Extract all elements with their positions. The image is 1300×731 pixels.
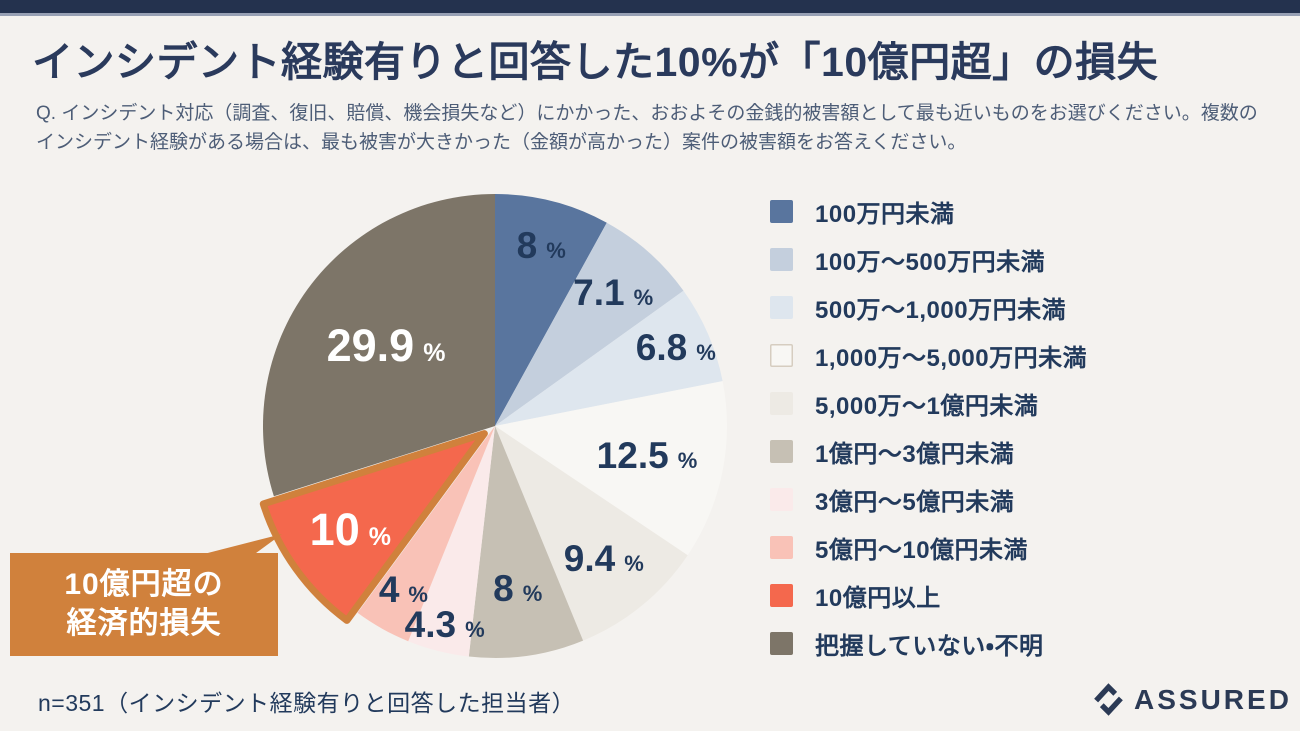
pie-slice-10	[262, 193, 495, 497]
legend-item-8: 5億円～10億円未満	[770, 523, 1087, 571]
legend-swatch-3	[770, 295, 793, 319]
pie-slice-1	[495, 194, 607, 426]
legend-swatch-5	[770, 391, 793, 415]
legend-item-10: 把握していない・不明	[770, 619, 1087, 667]
sample-size-note: n=351（インシデント経験有りと回答した担当者）	[38, 690, 576, 716]
legend-item-3: 500万～1,000万円未満	[770, 283, 1087, 331]
legend-label-7: 3億円～5億円未満	[815, 488, 1015, 516]
legend-swatch-1	[770, 199, 793, 223]
legend-item-7: 3億円～5億円未満	[770, 475, 1087, 523]
legend-swatch-4	[770, 343, 793, 367]
legend-label-1: 100万円未満	[815, 200, 955, 228]
legend-item-2: 100万～500万円未満	[770, 235, 1087, 283]
legend-label-9: 10億円以上	[815, 584, 941, 612]
legend-label-8: 5億円～10億円未満	[815, 536, 1029, 564]
assured-logo-text: ASSURED	[1134, 683, 1292, 715]
chart-legend: 100万円未満 100万～500万円未満 500万～1,000万円未満 1,000万～…	[770, 187, 1087, 667]
legend-label-10: 把握していない・不明	[815, 632, 1044, 660]
pie-slice-7	[408, 426, 495, 657]
pie-slice-2	[495, 222, 684, 426]
legend-swatch-6	[770, 439, 793, 463]
legend-swatch-2	[770, 247, 793, 271]
legend-swatch-8	[770, 535, 793, 559]
pie-slice-9	[259, 430, 488, 624]
pie-slice-4	[495, 381, 727, 556]
callout-line1: 10億円超の	[64, 568, 224, 602]
assured-logo-icon	[1094, 683, 1123, 716]
question-text: Q. インシデント対応（調査、復旧、賠償、機会損失など）にかかった、おおよその金…	[36, 103, 1258, 153]
legend-label-3: 500万～1,000万円未満	[815, 296, 1067, 324]
legend-item-5: 5,000万～1億円未満	[770, 379, 1087, 427]
callout-box: 10億円超の 経済的損失	[10, 553, 278, 656]
legend-item-6: 1億円～3億円未満	[770, 427, 1087, 475]
legend-item-4: 1,000万～5,000万円未満	[770, 331, 1087, 379]
page-title: インシデント経験有りと回答した10%が「10億円超」の損失	[32, 39, 1159, 85]
top-accent-bar	[0, 0, 1300, 16]
legend-label-2: 100万～500万円未満	[815, 248, 1046, 276]
pie-slice-5	[495, 426, 688, 641]
legend-swatch-10	[770, 631, 793, 655]
legend-label-5: 5,000万～1億円未満	[815, 392, 1039, 420]
assured-logo: ASSURED	[1092, 683, 1292, 716]
legend-swatch-9	[770, 583, 793, 607]
callout-pointer	[196, 534, 282, 556]
legend-item-9: 10億円以上	[770, 571, 1087, 619]
pie-slice-8	[357, 426, 495, 642]
legend-label-4: 1,000万～5,000万円未満	[815, 344, 1088, 372]
pie-slice-3	[495, 290, 723, 426]
legend-item-1: 100万円未満	[770, 187, 1087, 235]
callout-line2: 経済的損失	[66, 606, 222, 640]
legend-label-6: 1億円～3億円未満	[815, 440, 1015, 468]
legend-swatch-7	[770, 487, 793, 511]
pie-slice-6	[468, 426, 584, 658]
